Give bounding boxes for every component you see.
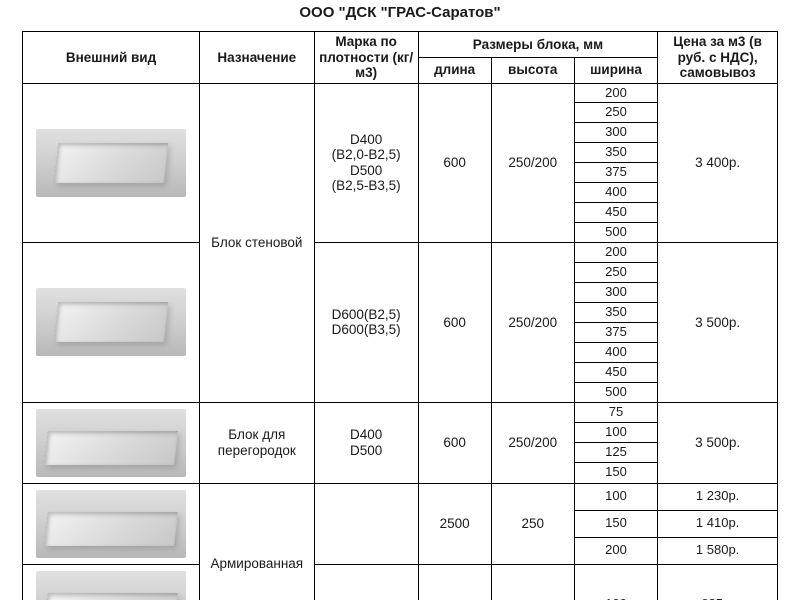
cell-appearance	[23, 402, 200, 483]
cell-width: 400	[574, 183, 657, 203]
cell-width: 100	[574, 422, 657, 442]
page-title: ООО "ДСК "ГРАС-Саратов"	[22, 0, 778, 31]
block-thumbnail	[36, 129, 186, 197]
cell-purpose: Армированная	[200, 483, 315, 600]
col-appearance: Внешний вид	[23, 32, 200, 84]
cell-purpose: Блок для перегородок	[200, 402, 315, 483]
cell-width: 375	[574, 322, 657, 342]
table-row: Армированная25002501001 230р.	[23, 483, 778, 510]
cell-density	[314, 483, 418, 564]
cell-length	[418, 564, 491, 600]
cell-width: 250	[574, 103, 657, 123]
cell-price: 3 500р.	[658, 243, 778, 403]
col-purpose: Назначение	[200, 32, 315, 84]
price-table: Внешний вид Назначение Марка по плотност…	[22, 31, 778, 600]
col-height: высота	[491, 57, 574, 83]
cell-width: 400	[574, 342, 657, 362]
cell-width: 500	[574, 223, 657, 243]
cell-width: 300	[574, 123, 657, 143]
cell-width: 450	[574, 203, 657, 223]
cell-appearance	[23, 483, 200, 564]
col-length: длина	[418, 57, 491, 83]
cell-appearance	[23, 243, 200, 403]
block-thumbnail	[36, 571, 186, 600]
cell-width: 200	[574, 537, 657, 564]
table-body: Блок стеновойD400(B2,0-B2,5)D500(B2,5-B3…	[23, 83, 778, 600]
col-dimensions: Размеры блока, мм	[418, 32, 658, 58]
cell-purpose: Блок стеновой	[200, 83, 315, 402]
cell-price: 1 410р.	[658, 510, 778, 537]
cell-width: 350	[574, 302, 657, 322]
table-row: Блок стеновойD400(B2,0-B2,5)D500(B2,5-B3…	[23, 83, 778, 103]
cell-height	[491, 564, 574, 600]
cell-height: 250	[491, 483, 574, 564]
cell-width: 350	[574, 143, 657, 163]
cell-height: 250/200	[491, 243, 574, 403]
cell-density: D400(B2,0-B2,5)D500(B2,5-B3,5)	[314, 83, 418, 243]
cell-density: D600(B2,5)D600(B3,5)	[314, 243, 418, 403]
cell-width: 375	[574, 163, 657, 183]
cell-density: D400D500	[314, 402, 418, 483]
cell-width: 75	[574, 402, 657, 422]
cell-length: 2500	[418, 483, 491, 564]
col-density: Марка по плотности (кг/м3)	[314, 32, 418, 84]
block-thumbnail	[36, 490, 186, 558]
block-thumbnail	[36, 288, 186, 356]
block-thumbnail	[36, 409, 186, 477]
col-width: ширина	[574, 57, 657, 83]
cell-width: 125	[574, 443, 657, 463]
cell-length: 600	[418, 402, 491, 483]
cell-width: 200	[574, 83, 657, 103]
cell-width: 100	[574, 483, 657, 510]
cell-length: 600	[418, 83, 491, 243]
table-header: Внешний вид Назначение Марка по плотност…	[23, 32, 778, 84]
cell-width: 100	[574, 564, 657, 600]
page: ООО "ДСК "ГРАС-Саратов" Внешний вид Назн…	[0, 0, 800, 600]
col-price: Цена за м3 (в руб. с НДС), самовывоз	[658, 32, 778, 84]
cell-width: 250	[574, 262, 657, 282]
cell-height: 250/200	[491, 83, 574, 243]
cell-width: 150	[574, 463, 657, 483]
cell-price: 1 580р.	[658, 537, 778, 564]
cell-price: 3 400р.	[658, 83, 778, 243]
table-row: 100985р.	[23, 564, 778, 600]
cell-width: 500	[574, 382, 657, 402]
table-row: Блок для перегородокD400D500600250/20075…	[23, 402, 778, 422]
table-row: D600(B2,5)D600(B3,5)600250/2002003 500р.	[23, 243, 778, 263]
cell-density	[314, 564, 418, 600]
cell-height: 250/200	[491, 402, 574, 483]
cell-appearance	[23, 83, 200, 243]
cell-price: 3 500р.	[658, 402, 778, 483]
cell-price: 1 230р.	[658, 483, 778, 510]
cell-width: 450	[574, 362, 657, 382]
cell-price: 985р.	[658, 564, 778, 600]
cell-width: 150	[574, 510, 657, 537]
cell-length: 600	[418, 243, 491, 403]
cell-appearance	[23, 564, 200, 600]
cell-width: 200	[574, 243, 657, 263]
cell-width: 300	[574, 282, 657, 302]
